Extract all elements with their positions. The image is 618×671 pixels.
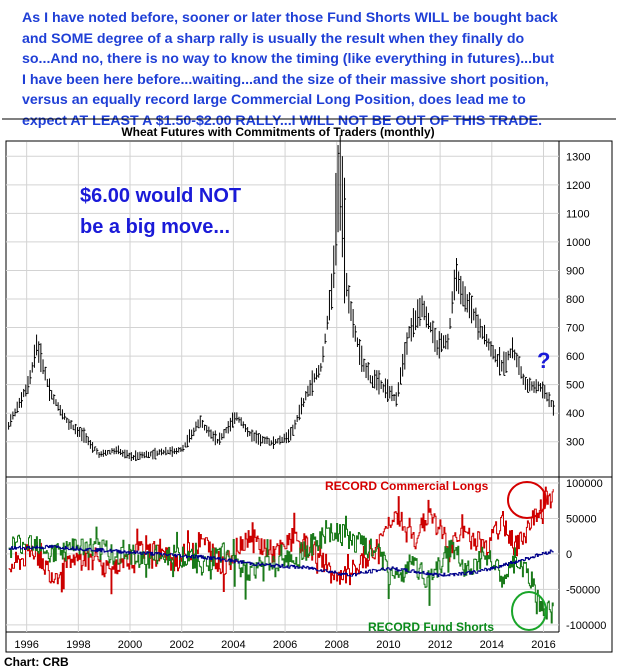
price-tick-label: 1300 [566, 151, 590, 163]
x-tick-label: 1996 [14, 639, 38, 651]
x-tick-label: 1998 [66, 639, 90, 651]
x-tick-label: 2002 [169, 639, 193, 651]
cot-tick-label: 0 [566, 549, 572, 561]
price-tick-label: 700 [566, 323, 584, 335]
price-tick-label: 900 [566, 265, 584, 277]
header-line: I have been here before...waiting...and … [22, 71, 549, 88]
chart-source: Chart: CRB [4, 655, 69, 669]
price-tick-label: 1200 [566, 180, 590, 192]
price-ohlc-bars [8, 135, 555, 462]
x-tick-label: 2016 [531, 639, 555, 651]
price-gridlines [6, 142, 559, 476]
price-tick-label: 600 [566, 351, 584, 363]
cot-line-other [8, 544, 554, 577]
chart-border [5, 140, 613, 653]
price-tick-label: 1100 [566, 208, 590, 220]
x-tick-label: 2012 [428, 639, 452, 651]
x-tick-label: 2000 [118, 639, 142, 651]
commercial-record-circle [507, 481, 547, 519]
header-commentary: As I have noted before, sooner or later … [22, 8, 612, 132]
fund-shorts-label: RECORD Fund Shorts [368, 620, 494, 634]
price-tick-label: 400 [566, 408, 584, 420]
cot-tick-label: -50000 [566, 584, 600, 596]
price-chart-title: Wheat Futures with Commitments of Trader… [121, 125, 434, 139]
x-tick-label: 2014 [480, 639, 504, 651]
price-tick-label: 500 [566, 380, 584, 392]
x-tick-label: 2010 [376, 639, 400, 651]
price-tick-label: 1000 [566, 237, 590, 249]
x-tick-label: 2004 [221, 639, 245, 651]
header-line: so...And no, there is no way to know the… [22, 51, 555, 68]
move-annotation-line1: $6.00 would NOT [80, 185, 241, 207]
header-line: versus an equally record large Commercia… [22, 92, 526, 109]
header-line: expect AT LEAST A $1.50-$2.00 RALLY...I … [22, 112, 543, 129]
cot-tick-label: 50000 [566, 513, 597, 525]
cot-tick-label: -100000 [566, 620, 606, 632]
header-line: and SOME degree of a sharp rally is usua… [22, 30, 525, 47]
x-tick-label: 2006 [273, 639, 297, 651]
price-y-axis: 300 400 500 600 700 800 900 1000 1100 1200 1300 [566, 151, 590, 448]
cot-series-lines [8, 486, 554, 624]
cot-y-axis: -100000 -50000 0 50000 100000 [566, 478, 606, 632]
x-axis: 1996 1998 2000 2002 2004 2006 2008 2010 2012 2014… [14, 639, 555, 651]
price-tick-label: 800 [566, 294, 584, 306]
move-annotation-line2: be a big move... [80, 216, 230, 238]
commercial-longs-label: RECORD Commercial Longs [325, 479, 489, 493]
price-tick-label: 300 [566, 437, 584, 449]
question-mark-annotation: ? [537, 348, 550, 373]
x-tick-label: 2008 [325, 639, 349, 651]
cot-line-fund [8, 515, 554, 624]
fund-record-circle [511, 591, 547, 631]
cot-tick-label: 100000 [566, 478, 603, 490]
cot-gridlines [6, 478, 559, 632]
header-line: As I have noted before, sooner or later … [22, 10, 558, 26]
